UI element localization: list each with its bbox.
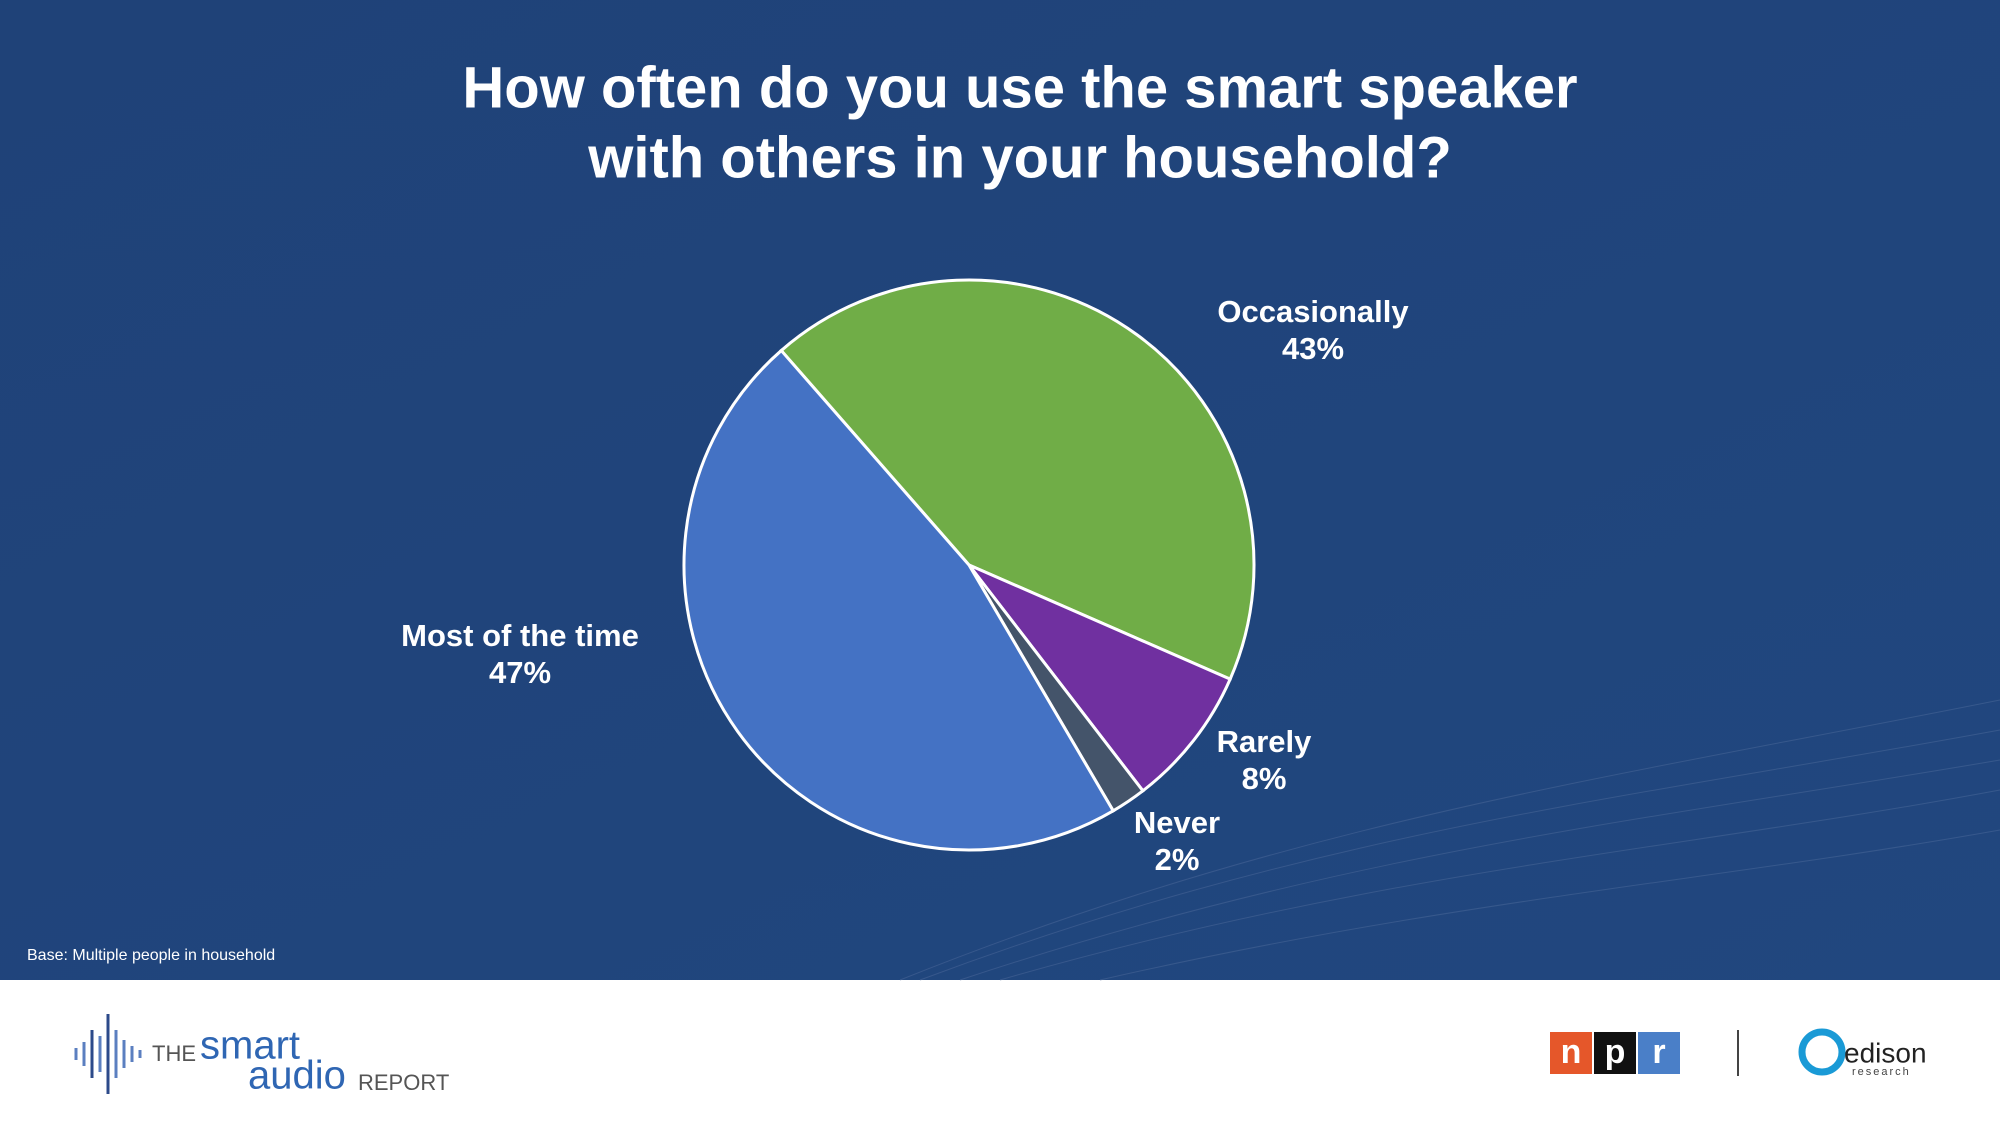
- pie: [682, 278, 1256, 852]
- slice-label: Most of the time: [401, 618, 639, 653]
- note: Base: Multiple people in household: [27, 947, 275, 964]
- pie-slice: [967, 563, 1233, 793]
- chart-title: How often do you use the smart speaker: [462, 55, 1577, 120]
- logo-the: THE: [152, 1041, 196, 1066]
- edison-text: edison: [1844, 1037, 1927, 1068]
- pie-slice: [779, 278, 1256, 682]
- decor-waves: [899, 699, 2000, 981]
- slice-label: Never: [1134, 805, 1220, 840]
- pie-slice: [682, 348, 1116, 852]
- logo-audio: audio: [248, 1054, 346, 1098]
- npr-logo: n p r: [1550, 1032, 1680, 1074]
- slice-value: 43%: [1282, 331, 1344, 366]
- npr-letter: r: [1652, 1033, 1665, 1071]
- slice-value: 8%: [1242, 761, 1287, 796]
- logo-wave: [74, 1014, 142, 1094]
- slice-value: 2%: [1155, 842, 1200, 877]
- slice-label: Rarely: [1217, 724, 1313, 759]
- edison-logo: edison research: [1798, 1028, 1927, 1078]
- slice-label: Occasionally: [1217, 294, 1409, 329]
- logo-smart: smart: [200, 1024, 300, 1068]
- npr-letter: p: [1605, 1033, 1626, 1071]
- logo-report: REPORT: [358, 1070, 449, 1095]
- smart-audio-logo: THE smart audio REPORT: [74, 1014, 449, 1098]
- chart-title: with others in your household?: [587, 125, 1452, 190]
- research-text: research: [1852, 1066, 1911, 1078]
- npr-letter: n: [1561, 1033, 1582, 1071]
- slice-value: 47%: [489, 655, 551, 690]
